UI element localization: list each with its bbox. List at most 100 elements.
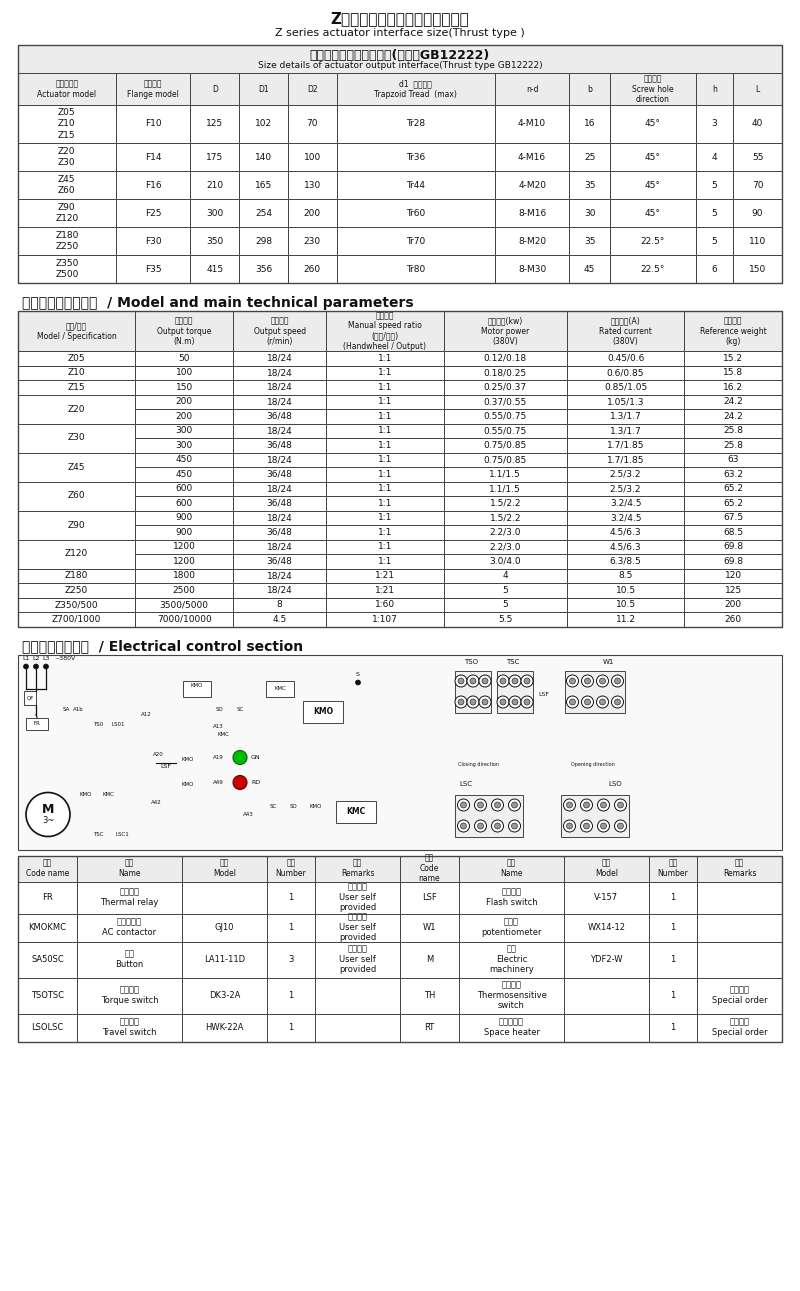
Bar (326, 380, 444, 395)
Text: 4.5/6.3: 4.5/6.3 (610, 528, 642, 537)
Text: 1200: 1200 (173, 556, 196, 565)
Circle shape (467, 675, 479, 687)
Text: 36/48: 36/48 (266, 556, 293, 565)
Bar (459, 882, 564, 914)
Text: 300: 300 (206, 209, 223, 217)
Bar (288, 170, 337, 199)
Bar (18, 856, 77, 882)
Bar (18, 1013, 77, 1042)
Text: 1: 1 (670, 923, 676, 932)
Text: QF: QF (26, 695, 34, 700)
Bar (567, 365, 684, 380)
Bar (400, 941, 459, 977)
Text: 热继电器
Thermal relay: 热继电器 Thermal relay (100, 888, 158, 908)
Circle shape (470, 678, 476, 684)
Text: Z15: Z15 (68, 382, 86, 391)
Bar (266, 882, 315, 914)
Text: 18/24: 18/24 (267, 514, 293, 523)
Bar (733, 227, 782, 256)
Bar (459, 856, 564, 882)
Text: SO: SO (289, 804, 297, 809)
Text: 5: 5 (712, 236, 718, 245)
Bar (610, 256, 696, 283)
Bar (18, 105, 116, 143)
Bar (326, 554, 444, 568)
Text: 18/24: 18/24 (267, 586, 293, 595)
Text: 165: 165 (255, 181, 272, 190)
Bar (494, 170, 570, 199)
Bar (567, 453, 684, 467)
Circle shape (599, 698, 606, 705)
Circle shape (618, 822, 623, 829)
Bar (567, 351, 684, 365)
Bar (684, 311, 782, 351)
Bar (444, 598, 567, 612)
Text: 4.5/6.3: 4.5/6.3 (610, 542, 642, 551)
Text: M: M (42, 803, 54, 816)
Text: 50: 50 (178, 354, 190, 363)
Bar (494, 199, 570, 227)
Text: 36/48: 36/48 (266, 470, 293, 479)
Bar (18, 311, 135, 351)
Text: 3: 3 (712, 120, 718, 129)
Bar (684, 612, 782, 626)
Bar (684, 395, 782, 409)
Bar (315, 941, 400, 977)
Text: Z250: Z250 (65, 586, 88, 595)
Bar (77, 914, 182, 941)
Bar (684, 423, 782, 438)
Text: 18/24: 18/24 (267, 354, 293, 363)
Bar (182, 914, 266, 941)
Bar (444, 612, 567, 626)
Circle shape (570, 698, 575, 705)
Bar (684, 568, 782, 584)
Text: 型号
Model: 型号 Model (213, 859, 236, 878)
Text: A19: A19 (213, 755, 223, 760)
Text: SA50SC: SA50SC (31, 955, 64, 964)
Text: 闪光开关
Flash switch: 闪光开关 Flash switch (486, 888, 538, 908)
Circle shape (583, 802, 590, 808)
Bar (288, 105, 337, 143)
Text: Z45: Z45 (68, 462, 86, 471)
Text: 按钮
Button: 按钮 Button (115, 950, 144, 970)
Text: 18/24: 18/24 (267, 426, 293, 435)
Text: 4: 4 (712, 152, 718, 161)
Text: 100: 100 (304, 152, 321, 161)
Circle shape (585, 678, 590, 684)
Text: RD: RD (251, 780, 260, 785)
Text: 45°: 45° (645, 181, 661, 190)
Text: 10.5: 10.5 (615, 600, 636, 609)
Text: Z350/500: Z350/500 (55, 600, 98, 609)
Bar (494, 143, 570, 170)
Bar (326, 467, 444, 482)
Text: LSF: LSF (538, 692, 550, 697)
Bar (135, 612, 233, 626)
Circle shape (233, 776, 247, 790)
Bar (233, 554, 326, 568)
Text: 18/24: 18/24 (267, 398, 293, 407)
Text: 1: 1 (670, 893, 676, 902)
Bar (444, 510, 567, 525)
Text: 0.75/0.85: 0.75/0.85 (484, 456, 527, 465)
Circle shape (601, 802, 606, 808)
Bar (610, 74, 696, 105)
Bar (266, 856, 315, 882)
Text: A43: A43 (242, 812, 254, 817)
Text: HWK-22A: HWK-22A (205, 1022, 244, 1032)
Text: 1.7/1.85: 1.7/1.85 (607, 440, 644, 449)
Circle shape (491, 820, 503, 831)
Circle shape (482, 698, 488, 705)
Text: 5: 5 (502, 586, 508, 595)
Bar (239, 256, 288, 283)
Bar (135, 438, 233, 453)
Text: 额定电流(A)
Rated current
(380V): 额定电流(A) Rated current (380V) (599, 316, 652, 346)
Circle shape (585, 698, 590, 705)
Bar (135, 554, 233, 568)
Text: 150: 150 (175, 382, 193, 391)
Bar (116, 170, 190, 199)
Bar (233, 568, 326, 584)
Bar (400, 914, 459, 941)
Circle shape (474, 799, 486, 811)
Text: L3: L3 (42, 657, 50, 661)
Bar (684, 554, 782, 568)
